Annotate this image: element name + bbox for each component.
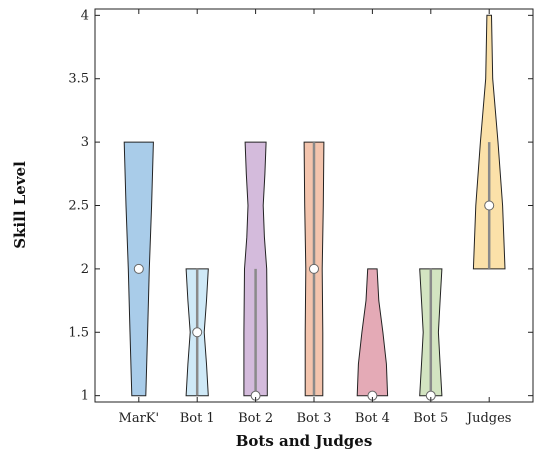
violin-bot-5: [419, 268, 443, 401]
median-marker: [484, 200, 495, 211]
violin-body: [356, 268, 389, 397]
violin-judges: [472, 14, 506, 270]
x-tick-label: Bot 1: [180, 411, 215, 426]
violins: [123, 14, 506, 401]
x-axis: MarK' Bot 1 Bot 2 Bot 3 Bot 4 Bot 5 Judges: [119, 9, 512, 426]
x-tick-label: Bot 2: [238, 411, 273, 426]
y-tick-label: 3: [81, 135, 89, 150]
violin-bot-2: [243, 141, 268, 401]
y-tick-label: 2: [81, 262, 89, 277]
x-axis-title: Bots and Judges: [236, 432, 373, 450]
violin-body: [472, 14, 506, 270]
violin-bot-1: [185, 268, 209, 397]
x-tick-label: Bot 5: [413, 411, 448, 426]
y-tick-label: 3.5: [68, 72, 89, 87]
median-marker: [192, 327, 203, 338]
y-axis-title: Skill Level: [11, 161, 29, 249]
median-marker: [133, 263, 144, 274]
x-tick-label: MarK': [119, 411, 160, 426]
x-tick-label: Judges: [465, 411, 512, 426]
violin-mark-: [123, 141, 154, 397]
x-tick-label: Bot 4: [355, 411, 390, 426]
violin-bot-4: [356, 268, 389, 401]
x-tick-label: Bot 3: [296, 411, 331, 426]
y-tick-label: 4: [81, 8, 89, 23]
violin-bot-3: [303, 141, 325, 397]
median-marker: [309, 263, 319, 274]
y-tick-label: 1: [81, 389, 89, 404]
y-tick-label: 1.5: [68, 325, 89, 340]
y-tick-label: 2.5: [68, 199, 89, 214]
y-axis: 1 1.5 2 2.5 3 3.5 4: [68, 8, 533, 404]
